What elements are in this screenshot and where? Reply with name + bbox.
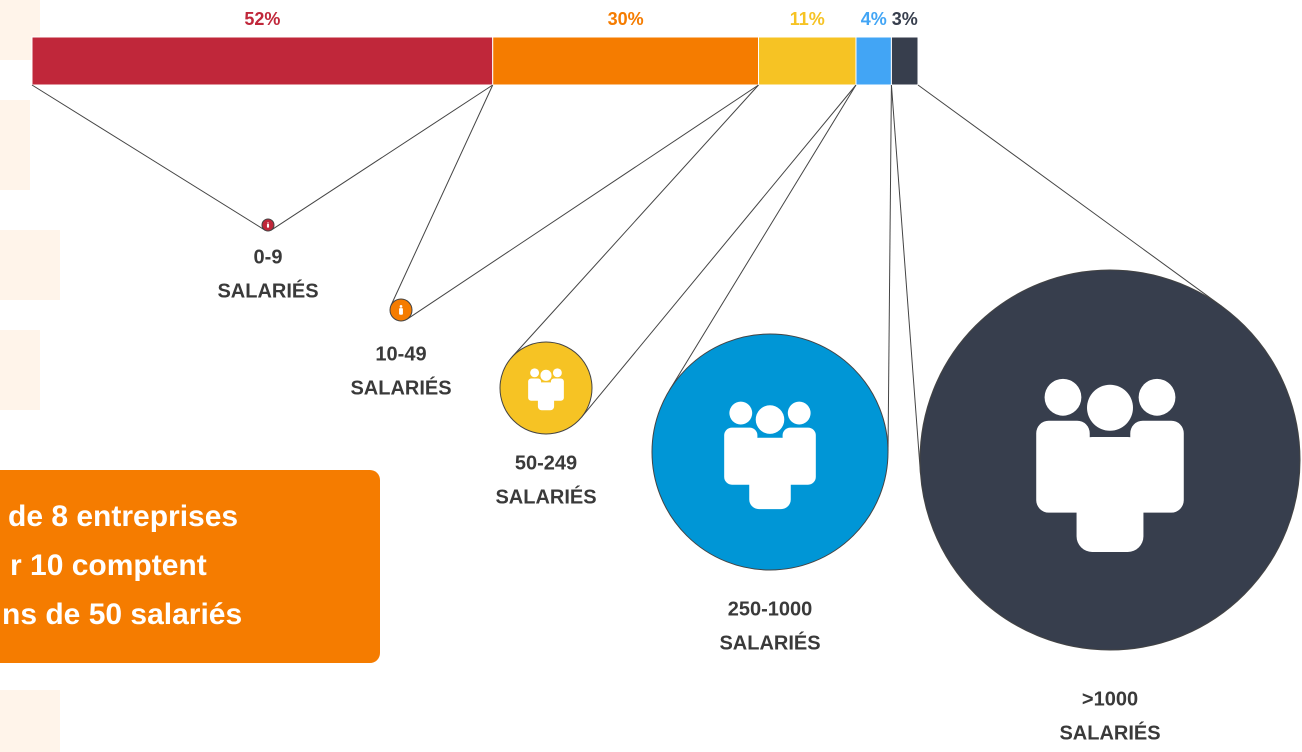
value-label: 11% xyxy=(790,9,825,29)
category-suffix: SALARIÉS xyxy=(719,631,820,654)
callout-text: ns de 50 salariés xyxy=(2,598,242,631)
value-label: 4% xyxy=(861,9,887,29)
category-label: 250-1000 xyxy=(728,598,813,620)
icon-body xyxy=(782,427,816,485)
category-suffix: SALARIÉS xyxy=(495,485,596,508)
bar-segment xyxy=(855,36,892,86)
icon-head xyxy=(729,401,753,425)
connector xyxy=(890,84,922,475)
category-label: >1000 xyxy=(1082,688,1138,710)
icon-body xyxy=(528,378,542,401)
bar-segment xyxy=(31,36,494,86)
category-suffix: SALARIÉS xyxy=(1059,721,1160,744)
people-icon xyxy=(1036,378,1184,552)
background-pattern xyxy=(0,0,60,752)
connector xyxy=(917,84,1223,307)
value-label: 52% xyxy=(244,9,280,29)
category-suffix: SALARIÉS xyxy=(350,376,451,399)
people-icon xyxy=(399,305,403,315)
icon-head xyxy=(540,369,552,381)
callout-text: r 10 comptent xyxy=(10,549,207,582)
connector xyxy=(887,84,892,454)
category-label: 50-249 xyxy=(515,452,577,474)
connector xyxy=(31,84,266,231)
icon-body xyxy=(266,223,270,228)
icon-head xyxy=(1138,378,1176,416)
icon-head xyxy=(1087,384,1133,431)
callout-text: de 8 entreprises xyxy=(8,500,238,533)
connector xyxy=(406,84,759,320)
bar-segment xyxy=(890,36,919,86)
icon-body xyxy=(1130,420,1184,513)
icon-head xyxy=(1044,378,1082,416)
people-icon xyxy=(266,222,270,228)
icon-head xyxy=(787,401,811,425)
icon-head xyxy=(399,305,403,308)
connector xyxy=(668,84,857,391)
people-icon xyxy=(528,368,564,411)
icon-head xyxy=(267,222,269,224)
icon-body xyxy=(399,308,403,315)
value-label: 30% xyxy=(608,9,644,29)
icon-body xyxy=(749,437,791,510)
icon-body xyxy=(1076,437,1144,552)
connector xyxy=(271,84,493,231)
bar-segment xyxy=(492,36,760,86)
icon-body xyxy=(724,427,758,485)
people-icon xyxy=(724,401,816,510)
category-suffix: SALARIÉS xyxy=(217,279,318,302)
connector xyxy=(390,84,494,306)
connector xyxy=(581,84,857,418)
category-label: 0-9 xyxy=(254,246,283,268)
icon-body xyxy=(1036,420,1090,513)
icon-head xyxy=(552,368,562,378)
category-label: 10-49 xyxy=(375,343,426,365)
connector xyxy=(511,84,759,358)
bar-segment xyxy=(758,36,857,86)
value-label: 3% xyxy=(892,9,918,29)
callout-box xyxy=(0,470,380,663)
icon-body xyxy=(550,378,564,401)
icon-head xyxy=(755,405,785,434)
icon-head xyxy=(530,368,540,378)
icon-body xyxy=(537,382,555,411)
